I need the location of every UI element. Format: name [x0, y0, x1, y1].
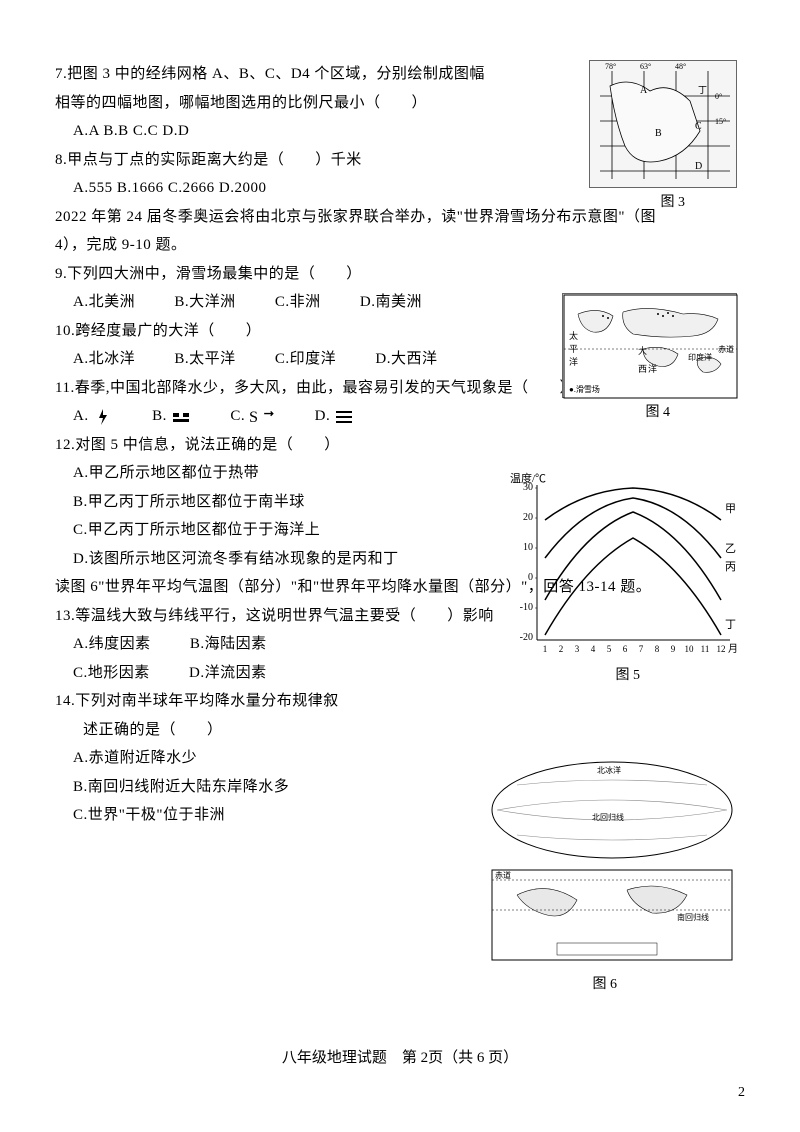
figure-5-chart: 温度/℃ 30 20 10 0 -10 -20 甲 乙 丙 丁 12 34	[505, 470, 737, 660]
sandstorm-icon: S	[249, 406, 275, 428]
q7-opt-b[interactable]: B.B	[103, 123, 128, 139]
figure-4-worldmap: 太 平 洋 大 西 印度洋 洋 赤道 ●.滑雪场	[562, 293, 737, 398]
svg-text:2: 2	[559, 644, 564, 654]
svg-text:月: 月	[728, 643, 737, 655]
svg-text:洋: 洋	[648, 363, 657, 374]
svg-text:11: 11	[701, 644, 710, 654]
fog-icon	[171, 407, 191, 427]
svg-text:平: 平	[569, 344, 578, 354]
figure-3-label: 图 3	[661, 190, 686, 217]
svg-text:10: 10	[523, 542, 533, 553]
figure-5-label: 图 5	[616, 663, 641, 690]
haze-icon	[334, 407, 354, 427]
q12-text: 12.对图 5 中信息，说法正确的是（ ）	[55, 431, 745, 460]
svg-text:78°: 78°	[605, 62, 616, 71]
svg-text:A: A	[640, 85, 648, 96]
svg-text:3: 3	[575, 644, 580, 654]
svg-text:丁: 丁	[725, 619, 736, 631]
svg-text:20: 20	[523, 512, 533, 523]
svg-text:B: B	[655, 128, 662, 139]
q14-text2: 述正确的是（ ）	[55, 716, 745, 745]
svg-text:赤道: 赤道	[495, 870, 511, 880]
intro910-line2: 4），完成 9-10 题。	[55, 231, 745, 260]
svg-text:15°: 15°	[715, 117, 726, 126]
svg-text:D: D	[695, 161, 702, 172]
svg-text:S: S	[249, 408, 259, 426]
q8-opt-b[interactable]: B.1666	[117, 180, 164, 196]
svg-text:30: 30	[523, 482, 533, 493]
q10-opt-d[interactable]: D.大西洋	[375, 345, 437, 374]
svg-text:5: 5	[607, 644, 612, 654]
svg-text:63°: 63°	[640, 62, 651, 71]
lightning-icon	[93, 407, 113, 427]
figure-6-label: 图 6	[593, 972, 618, 999]
svg-text:太: 太	[569, 330, 578, 341]
q11-opt-d[interactable]: D.	[315, 402, 355, 431]
q7-opt-d[interactable]: D.D	[162, 123, 189, 139]
q7-opt-a[interactable]: A.A	[73, 123, 99, 139]
figure-3-map: 78° 63° 48° 0° 15° A B C D 丁	[589, 60, 737, 188]
q10-opt-b[interactable]: B.太平洋	[174, 345, 235, 374]
q14-text: 14.下列对南半球年平均降水量分布规律叙	[55, 687, 745, 716]
q13-opt-a[interactable]: A.纬度因素	[73, 630, 151, 659]
svg-text:10: 10	[685, 644, 695, 654]
intro910-line1: 2022 年第 24 届冬季奥运会将由北京与张家界联合举办，读"世界滑雪场分布示…	[55, 203, 745, 232]
svg-text:6: 6	[623, 644, 628, 654]
svg-text:丙: 丙	[725, 561, 736, 573]
svg-text:印度洋: 印度洋	[688, 352, 712, 362]
q11-options: A. B. C. S D.	[55, 402, 745, 431]
page-number: 2	[738, 1080, 745, 1107]
q8-opt-d[interactable]: D.2000	[219, 180, 267, 196]
figure-6-worldmaps: 北冰洋 北回归线 赤道 南回归线	[477, 755, 737, 970]
q10-opt-a[interactable]: A.北冰洋	[73, 345, 135, 374]
q13-opt-d[interactable]: D.洋流因素	[189, 659, 267, 688]
svg-text:0°: 0°	[715, 92, 722, 101]
svg-text:北回归线: 北回归线	[592, 812, 624, 822]
svg-text:48°: 48°	[675, 62, 686, 71]
q11-opt-b[interactable]: B.	[152, 402, 191, 431]
svg-text:0: 0	[528, 572, 533, 583]
svg-text:西: 西	[638, 364, 647, 374]
svg-text:8: 8	[655, 644, 660, 654]
svg-text:C: C	[695, 121, 702, 132]
q13-opt-b[interactable]: B.海陆因素	[190, 630, 267, 659]
q8-opt-a[interactable]: A.555	[73, 180, 113, 196]
svg-text:南回归线: 南回归线	[677, 912, 709, 922]
svg-text:9: 9	[671, 644, 676, 654]
svg-text:12: 12	[717, 644, 726, 654]
svg-text:乙: 乙	[725, 542, 736, 555]
q9-opt-a[interactable]: A.北美洲	[73, 288, 135, 317]
svg-text:洋: 洋	[569, 356, 578, 367]
svg-text:大: 大	[638, 345, 647, 356]
svg-text:丁: 丁	[698, 85, 707, 95]
q9-opt-d[interactable]: D.南美洲	[360, 288, 422, 317]
svg-text:北冰洋: 北冰洋	[597, 765, 621, 775]
figure-4-label: 图 4	[646, 400, 671, 427]
q10-opt-c[interactable]: C.印度洋	[275, 345, 336, 374]
svg-text:-20: -20	[520, 632, 533, 643]
q8-opt-c[interactable]: C.2666	[168, 180, 215, 196]
svg-text:4: 4	[591, 644, 596, 654]
q13-opt-c[interactable]: C.地形因素	[73, 659, 150, 688]
svg-text:●.滑雪场: ●.滑雪场	[569, 384, 600, 394]
q9-opt-c[interactable]: C.非洲	[275, 288, 321, 317]
q9-text: 9.下列四大洲中，滑雪场最集中的是（ ）	[55, 260, 745, 289]
q11-opt-a[interactable]: A.	[73, 402, 113, 431]
page-footer: 八年级地理试题 第 2页（共 6 页）	[0, 1044, 800, 1073]
svg-text:甲: 甲	[725, 503, 736, 515]
q13-row2: C.地形因素 D.洋流因素	[55, 659, 745, 688]
svg-text:7: 7	[639, 644, 644, 654]
svg-text:1: 1	[543, 644, 548, 654]
svg-text:-10: -10	[520, 602, 533, 613]
q11-opt-c[interactable]: C. S	[230, 402, 275, 431]
svg-text:赤道: 赤道	[718, 344, 734, 354]
q9-opt-b[interactable]: B.大洋洲	[174, 288, 235, 317]
q7-opt-c[interactable]: C.C	[133, 123, 158, 139]
